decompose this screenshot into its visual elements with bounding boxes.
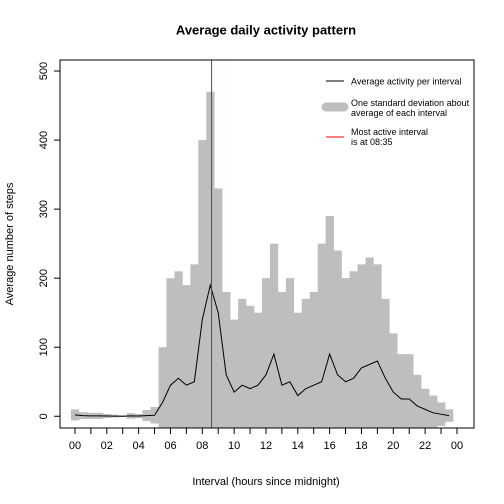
sd-band: [158, 347, 167, 428]
x-tick-label: 04: [133, 440, 145, 452]
x-tick-label: 00: [451, 440, 463, 452]
sd-band: [166, 278, 175, 428]
sd-band: [333, 250, 342, 428]
sd-band: [405, 354, 414, 428]
y-axis-label: Average number of steps: [4, 182, 16, 305]
sd-band: [206, 91, 215, 428]
legend-label: Most active interval is at 08:35: [351, 127, 428, 147]
x-tick-label: 08: [196, 440, 208, 452]
sd-band: [309, 291, 318, 428]
mean-line: [74, 283, 450, 417]
sd-band: [174, 271, 183, 428]
sd-band: [349, 271, 358, 428]
legend-label: One standard deviation about average of e…: [351, 98, 470, 118]
sd-band: [365, 257, 374, 428]
sd-band: [317, 243, 326, 428]
x-tick-label: 12: [260, 440, 272, 452]
sd-band: [277, 291, 287, 428]
y-tick-label: 300: [38, 200, 50, 218]
y-tick-label: 0: [38, 413, 50, 419]
sd-band: [421, 388, 430, 428]
x-tick-label: 02: [101, 440, 113, 452]
sd-band: [445, 409, 454, 422]
sd-band: [182, 285, 191, 428]
x-tick-label: 14: [292, 440, 304, 452]
sd-band: [269, 243, 279, 428]
legend-label: Average activity per interval: [351, 76, 461, 86]
chart-title: Average daily activity pattern: [176, 22, 356, 37]
y-tick-label: 100: [38, 338, 50, 356]
sd-band: [198, 140, 207, 428]
x-tick-label: 22: [419, 440, 431, 452]
sd-band: [238, 298, 247, 428]
sd-band: [325, 216, 334, 428]
sd-band: [214, 188, 223, 428]
x-tick-label: 10: [228, 440, 240, 452]
x-tick-label: 16: [324, 440, 336, 452]
sd-band: [285, 278, 295, 428]
sd-band: [246, 305, 255, 428]
y-tick-label: 500: [38, 62, 50, 80]
x-tick-label: 06: [164, 440, 176, 452]
sd-band: [230, 319, 239, 428]
y-tick-label: 400: [38, 131, 50, 149]
x-tick-label: 00: [69, 440, 81, 452]
sd-band: [293, 312, 303, 428]
sd-band: [389, 333, 398, 428]
sd-band: [429, 395, 438, 428]
x-tick-label: 18: [355, 440, 367, 452]
sd-band: [381, 298, 390, 428]
sd-band: [261, 278, 271, 428]
sd-band: [254, 312, 263, 428]
x-tick-label: 20: [387, 440, 399, 452]
sd-band: [357, 264, 366, 428]
sd-band: [413, 374, 422, 428]
sd-band: [190, 264, 199, 428]
sd-band: [301, 298, 311, 428]
plot-area: [70, 60, 454, 428]
sd-band: [222, 291, 231, 428]
sd-band: [397, 354, 406, 428]
plot-frame: [59, 59, 475, 429]
y-tick-label: 200: [38, 269, 50, 287]
x-axis-label: Interval (hours since midnight): [192, 476, 339, 488]
sd-band: [373, 264, 382, 428]
sd-band: [341, 278, 350, 428]
